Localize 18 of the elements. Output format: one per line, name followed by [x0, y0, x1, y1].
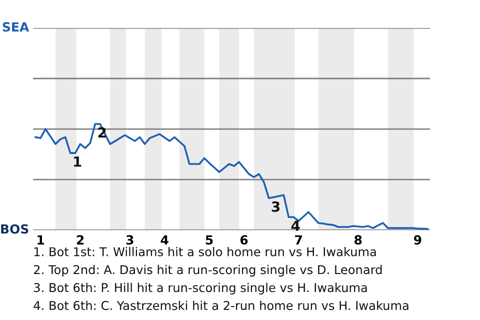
x-tick-label: 6: [240, 235, 248, 245]
ref-line-label: SEA: [2, 22, 30, 32]
annotation: 1: [74, 156, 82, 167]
annotation: 4: [291, 220, 300, 231]
text: 3. Bot 6th: P. Hill hit a run-scoring single vs H. Iwakuma: [34, 282, 367, 294]
x-tick-label: 4: [160, 235, 168, 244]
x-tick-label: 1: [38, 235, 44, 244]
text: 4. Bot 6th: C. Yastrzemski hit a 2-run home run vs H. Iwakuma: [34, 300, 408, 310]
annotation: 3: [272, 201, 280, 212]
text: 2. Top 2nd: A. Davis hit a run-scoring single vs D. Leonard: [34, 264, 382, 277]
x-tick-label: 7: [295, 235, 302, 244]
x-tick-label: 9: [414, 235, 422, 245]
x-tick-label: 8: [354, 235, 362, 245]
x-tick-label: 2: [76, 235, 84, 244]
x-tick-label: 5: [206, 235, 213, 245]
ref-line-label: BOS: [1, 224, 28, 234]
text: 1. Bot 1st: T. Williams hit a solo home run vs H. Iwakuma: [34, 246, 376, 256]
x-tick-label: 3: [126, 235, 134, 245]
